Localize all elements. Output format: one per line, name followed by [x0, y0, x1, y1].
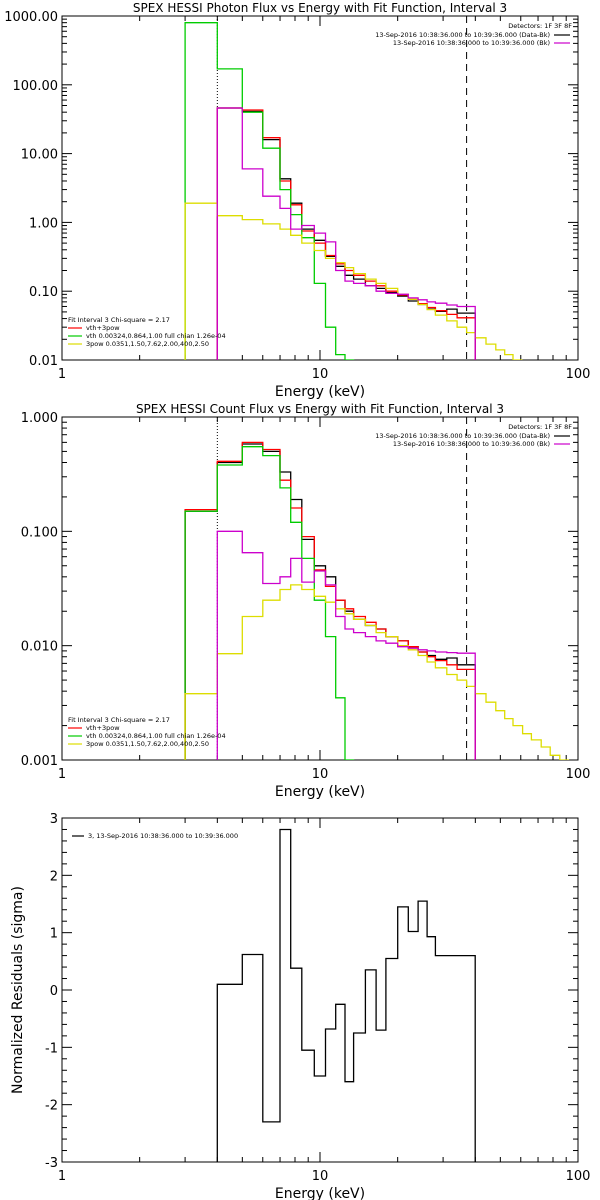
y-tick-label: 1.000: [21, 411, 58, 426]
chart-panel-2: SPEX HESSI Count Flux vs Energy with Fit…: [21, 402, 591, 800]
x-tick-label: 1: [58, 767, 66, 782]
legend-entry: vth+3pow: [86, 324, 120, 332]
chart-title: SPEX HESSI Photon Flux vs Energy with Fi…: [133, 1, 507, 15]
series-background: [216, 530, 476, 760]
series-layer: [184, 22, 523, 360]
x-axis-label: Energy (keV): [275, 784, 365, 800]
series-power-law: [184, 584, 570, 760]
y-tick-label: 3: [50, 812, 58, 827]
legend-entry: 13-Sep-2016 10:38:36.000 to 10:39:36.000…: [375, 31, 550, 39]
plot-frame: [61, 416, 579, 761]
x-axis-label: Energy (keV): [275, 384, 365, 400]
y-tick-label: 1: [50, 927, 58, 942]
y-tick-label: 100.00: [13, 79, 59, 94]
y-tick-label: 0: [50, 984, 58, 999]
x-tick-label: 1: [58, 367, 66, 382]
y-tick-label: 1.00: [29, 216, 58, 231]
x-tick-label: 100: [566, 367, 591, 382]
series-thermal: [184, 446, 355, 760]
x-tick-label: 10: [312, 1169, 329, 1184]
plot-frame: [61, 817, 579, 1163]
y-tick-label: 0.001: [21, 754, 58, 769]
y-tick-label: 0.010: [21, 640, 58, 655]
series-thermal: [184, 22, 355, 360]
y-tick-label: -3: [45, 1156, 58, 1171]
series-data-bk: [184, 443, 476, 760]
legend-heading: Fit Interval 3 Chi-square = 2.17: [68, 716, 170, 724]
y-tick-label: 10.00: [21, 148, 58, 163]
series-fit: [216, 107, 476, 360]
legend-heading: Detectors: 1F 3F 8F: [508, 22, 572, 30]
series-residuals: [216, 828, 476, 1162]
legend-entry: 13-Sep-2016 10:38:36.000 to 10:39:36.000…: [393, 440, 550, 448]
y-tick-label: 2: [50, 869, 58, 884]
chart-panel-1: SPEX HESSI Photon Flux vs Energy with Fi…: [4, 1, 590, 400]
legend-entry: 3, 13-Sep-2016 10:38:36.000 to 10:39:36.…: [88, 832, 238, 840]
legend-heading: Fit Interval 3 Chi-square = 2.17: [68, 316, 170, 324]
x-tick-label: 100: [566, 1169, 591, 1184]
x-tick-label: 10: [312, 767, 329, 782]
x-axis-label: Energy (keV): [275, 1186, 365, 1200]
series-power-law: [184, 202, 523, 360]
y-tick-label: 0.10: [29, 285, 58, 300]
series-data-bk: [216, 107, 476, 360]
legend-heading: Detectors: 1F 3F 8F: [508, 423, 572, 431]
y-tick-label: 1000.00: [4, 10, 58, 25]
legend-entry: 3pow 0.0351,1.50,7.62,2.00,400,2.50: [86, 340, 209, 348]
legend-entry: vth+3pow: [86, 724, 120, 732]
series-background: [216, 107, 476, 360]
legend-entry: vth 0.00324,0.864,1.00 full chian 1.26e-…: [86, 732, 226, 740]
legend-entry: 13-Sep-2016 10:38:36.000 to 10:39:36.000…: [375, 432, 550, 440]
y-axis-label: Normalized Residuals (sigma): [10, 886, 26, 1094]
series-layer: [184, 441, 570, 760]
chart-panel-3: 1 10 100 Energy (keV) -3 -2 -1 0 1 2 3 Normalized R…: [10, 812, 590, 1200]
x-tick-label: 100: [566, 767, 591, 782]
y-tick-label: -2: [45, 1099, 58, 1114]
y-tick-label: 0.100: [21, 525, 58, 540]
legend-entry: 3pow 0.0351,1.50,7.62,2.00,400,2.50: [86, 740, 209, 748]
series-layer: [216, 828, 476, 1162]
x-tick-label: 1: [58, 1169, 66, 1184]
legend-entry: 13-Sep-2016 10:38:36.000 to 10:39:36.000…: [393, 39, 550, 47]
plot-frame: [61, 15, 579, 361]
y-tick-label: 0.01: [29, 354, 58, 369]
chart-title: SPEX HESSI Count Flux vs Energy with Fit…: [136, 402, 504, 416]
y-tick-label: -1: [45, 1041, 58, 1056]
x-tick-label: 10: [312, 367, 329, 382]
legend-entry: vth 0.00324,0.864,1.00 full chian 1.26e-…: [86, 332, 226, 340]
